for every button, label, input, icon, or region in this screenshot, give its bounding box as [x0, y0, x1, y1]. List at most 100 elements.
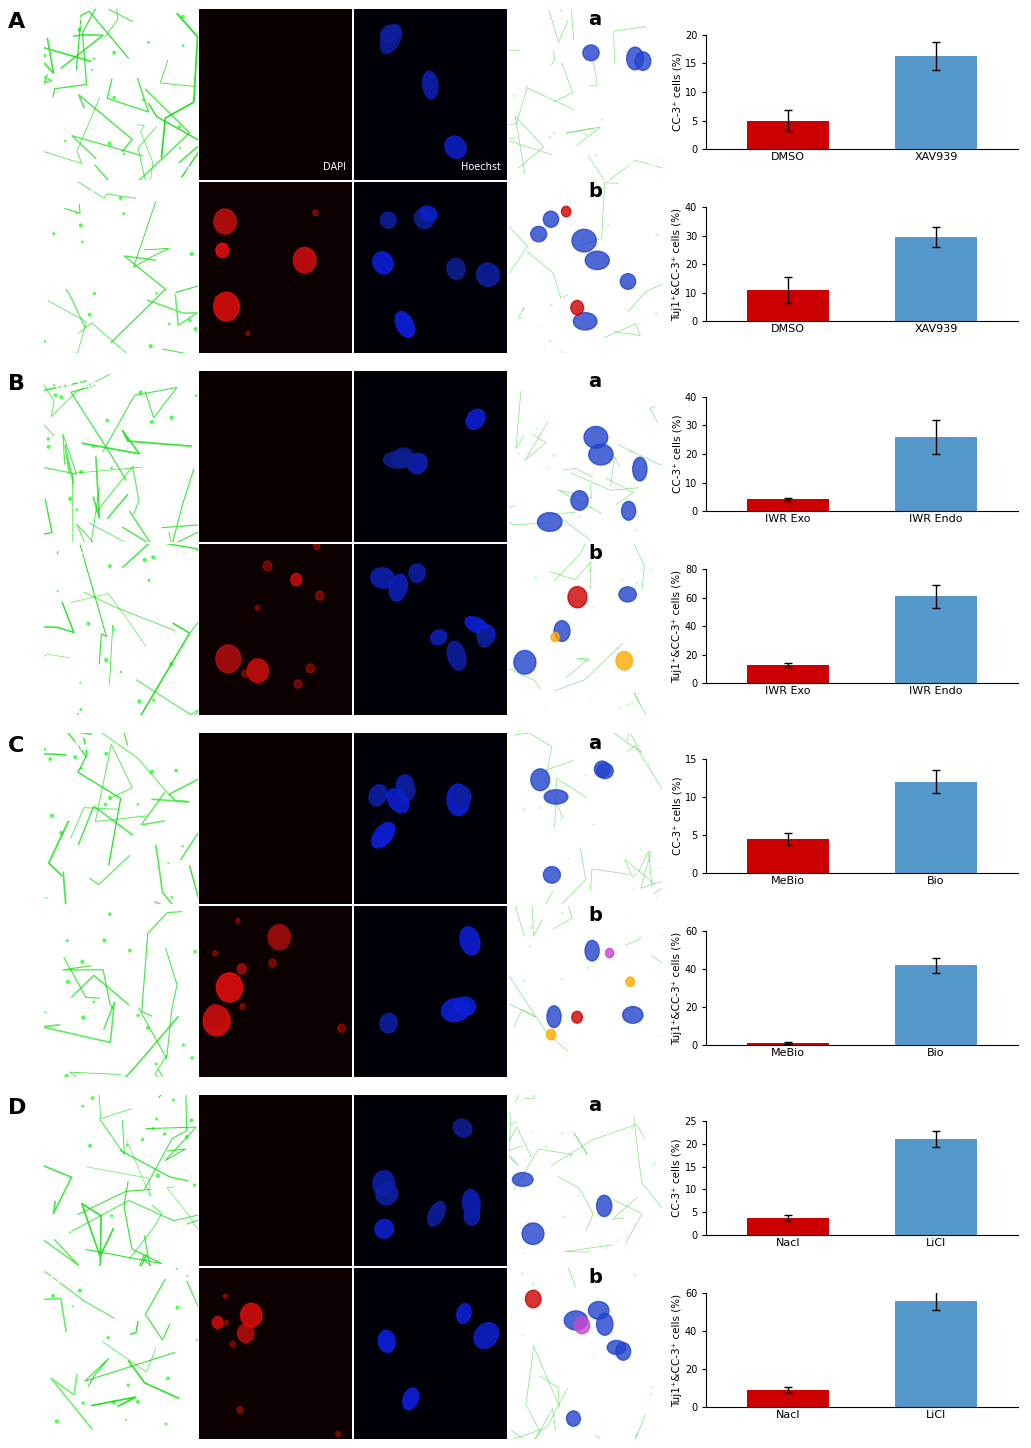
Point — [187, 940, 203, 963]
Point — [588, 143, 604, 167]
Ellipse shape — [477, 630, 492, 647]
Circle shape — [605, 948, 613, 957]
Point — [184, 1109, 200, 1132]
Point — [578, 765, 595, 788]
Bar — [895, 1140, 976, 1235]
Ellipse shape — [378, 1331, 395, 1352]
Point — [541, 513, 558, 536]
Point — [514, 1323, 531, 1347]
Point — [557, 434, 573, 458]
Point — [160, 1367, 176, 1390]
Ellipse shape — [546, 1006, 561, 1028]
Point — [130, 794, 146, 817]
Ellipse shape — [616, 1342, 631, 1360]
Point — [636, 1109, 653, 1132]
Circle shape — [237, 1406, 243, 1413]
Ellipse shape — [573, 313, 597, 330]
Point — [160, 851, 176, 875]
Point — [579, 956, 596, 979]
Point — [581, 689, 598, 712]
Point — [599, 1237, 616, 1260]
Text: Merge: Merge — [625, 162, 656, 172]
Ellipse shape — [447, 641, 466, 670]
Point — [543, 294, 560, 317]
Point — [157, 1122, 173, 1145]
Point — [136, 549, 153, 572]
Text: a: a — [588, 372, 601, 391]
Point — [625, 877, 641, 901]
Text: IWR Exo: IWR Exo — [51, 379, 99, 390]
Ellipse shape — [373, 252, 393, 274]
Ellipse shape — [431, 630, 446, 644]
Point — [562, 1415, 578, 1438]
Point — [73, 757, 90, 780]
Point — [81, 303, 98, 326]
Y-axis label: Tuj1⁺&CC-3⁺ cells (%): Tuj1⁺&CC-3⁺ cells (%) — [672, 931, 683, 1045]
Point — [620, 694, 636, 717]
Point — [45, 222, 62, 245]
Bar — [747, 1043, 829, 1045]
Ellipse shape — [454, 1119, 472, 1137]
Circle shape — [230, 1341, 235, 1347]
Ellipse shape — [441, 998, 470, 1022]
Point — [627, 1263, 643, 1286]
Text: DAPI: DAPI — [323, 162, 346, 172]
Point — [594, 109, 610, 132]
Point — [545, 445, 562, 468]
Ellipse shape — [543, 866, 560, 883]
Point — [648, 223, 665, 246]
Ellipse shape — [583, 45, 599, 61]
Ellipse shape — [584, 427, 607, 447]
Point — [40, 427, 57, 450]
Point — [538, 1135, 555, 1158]
Point — [175, 1034, 192, 1057]
Point — [54, 385, 70, 408]
Circle shape — [338, 1024, 345, 1032]
Point — [143, 410, 160, 433]
Circle shape — [240, 1303, 262, 1326]
Point — [506, 84, 523, 107]
Text: A: A — [8, 12, 26, 32]
Point — [525, 1273, 541, 1296]
Ellipse shape — [566, 1410, 580, 1426]
Point — [148, 1053, 165, 1076]
Ellipse shape — [531, 769, 550, 791]
Point — [48, 1410, 65, 1434]
Point — [45, 374, 62, 397]
Point — [638, 1009, 655, 1032]
Point — [42, 747, 59, 770]
Circle shape — [213, 292, 239, 321]
Text: C: C — [8, 736, 25, 756]
Ellipse shape — [597, 763, 613, 779]
Circle shape — [306, 665, 314, 673]
Bar — [747, 838, 829, 873]
Point — [188, 317, 204, 340]
Ellipse shape — [384, 452, 411, 468]
Point — [620, 905, 636, 928]
Bar — [895, 966, 976, 1045]
Ellipse shape — [447, 783, 470, 815]
Text: LiCl: LiCl — [51, 1276, 72, 1286]
Point — [139, 1016, 156, 1040]
Point — [516, 798, 532, 821]
Y-axis label: CC-3⁺ cells (%): CC-3⁺ cells (%) — [672, 52, 683, 132]
Text: Hoechst: Hoechst — [461, 162, 501, 172]
Point — [134, 1128, 151, 1151]
Point — [556, 1205, 572, 1228]
Point — [102, 902, 119, 925]
Point — [648, 303, 665, 326]
Point — [523, 1121, 539, 1144]
Circle shape — [206, 1005, 225, 1027]
Point — [573, 950, 590, 973]
Ellipse shape — [476, 264, 500, 287]
Point — [559, 620, 575, 643]
Point — [571, 505, 588, 529]
Point — [624, 440, 640, 463]
Point — [613, 569, 630, 592]
Point — [188, 384, 204, 407]
Point — [75, 1006, 92, 1030]
Point — [554, 967, 570, 990]
Point — [85, 1086, 101, 1109]
Point — [513, 306, 530, 329]
Ellipse shape — [373, 1170, 395, 1195]
